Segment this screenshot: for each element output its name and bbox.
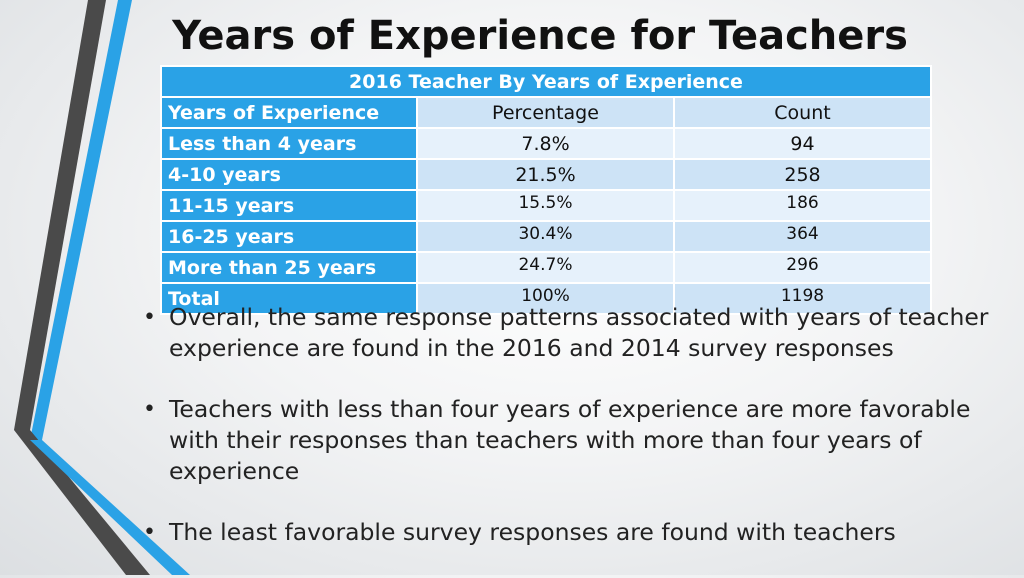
table-row: More than 25 years 24.7% 296: [160, 251, 932, 284]
table-row: 16-25 years 30.4% 364: [160, 220, 932, 253]
table-row: 4-10 years 21.5% 258: [160, 158, 932, 191]
bullet-dot-icon: •: [143, 305, 156, 330]
row-count: 94: [673, 127, 932, 160]
bullet-text: Teachers with less than four years of ex…: [169, 395, 971, 485]
row-percentage: 15.5%: [416, 189, 675, 222]
table-row: 11-15 years 15.5% 186: [160, 189, 932, 222]
row-label: Less than 4 years: [160, 127, 418, 160]
row-percentage: 30.4%: [416, 220, 675, 253]
bullet-item: • Overall, the same response patterns as…: [143, 302, 1003, 364]
row-percentage: 7.8%: [416, 127, 675, 160]
blue-stripe: [30, 0, 132, 440]
bullet-item: • Teachers with less than four years of …: [143, 394, 1003, 487]
blue-stripe-lower: [30, 440, 190, 575]
row-label: 4-10 years: [160, 158, 418, 191]
bullet-list: • Overall, the same response patterns as…: [143, 302, 1003, 578]
row-label: 16-25 years: [160, 220, 418, 253]
bullet-item: • The least favorable survey responses a…: [143, 517, 1003, 548]
header-years-of-experience: Years of Experience: [160, 96, 418, 129]
row-count: 1198: [673, 282, 932, 315]
bullet-dot-icon: •: [143, 520, 156, 545]
row-count: 258: [673, 158, 932, 191]
slide-title: Years of Experience for Teachers: [172, 13, 908, 59]
row-percentage: 100%: [416, 282, 675, 315]
row-count: 186: [673, 189, 932, 222]
table-caption: 2016 Teacher By Years of Experience: [160, 65, 932, 98]
header-percentage: Percentage: [416, 96, 675, 129]
bullet-dot-icon: •: [143, 397, 156, 422]
dark-stripe: [14, 0, 106, 430]
bullet-text: Overall, the same response patterns asso…: [169, 303, 989, 362]
row-label: Total: [160, 282, 418, 315]
experience-table: 2016 Teacher By Years of Experience Year…: [160, 65, 932, 315]
header-count: Count: [673, 96, 932, 129]
dark-stripe-lower: [14, 430, 150, 575]
row-count: 296: [673, 251, 932, 284]
row-label: More than 25 years: [160, 251, 418, 284]
table-row: Total 100% 1198: [160, 282, 932, 315]
table-header-row: Years of Experience Percentage Count: [160, 96, 932, 129]
row-percentage: 24.7%: [416, 251, 675, 284]
row-label: 11-15 years: [160, 189, 418, 222]
row-count: 364: [673, 220, 932, 253]
row-percentage: 21.5%: [416, 158, 675, 191]
bullet-text: The least favorable survey responses are…: [169, 518, 896, 546]
table-caption-row: 2016 Teacher By Years of Experience: [160, 65, 932, 98]
table-row: Less than 4 years 7.8% 94: [160, 127, 932, 160]
